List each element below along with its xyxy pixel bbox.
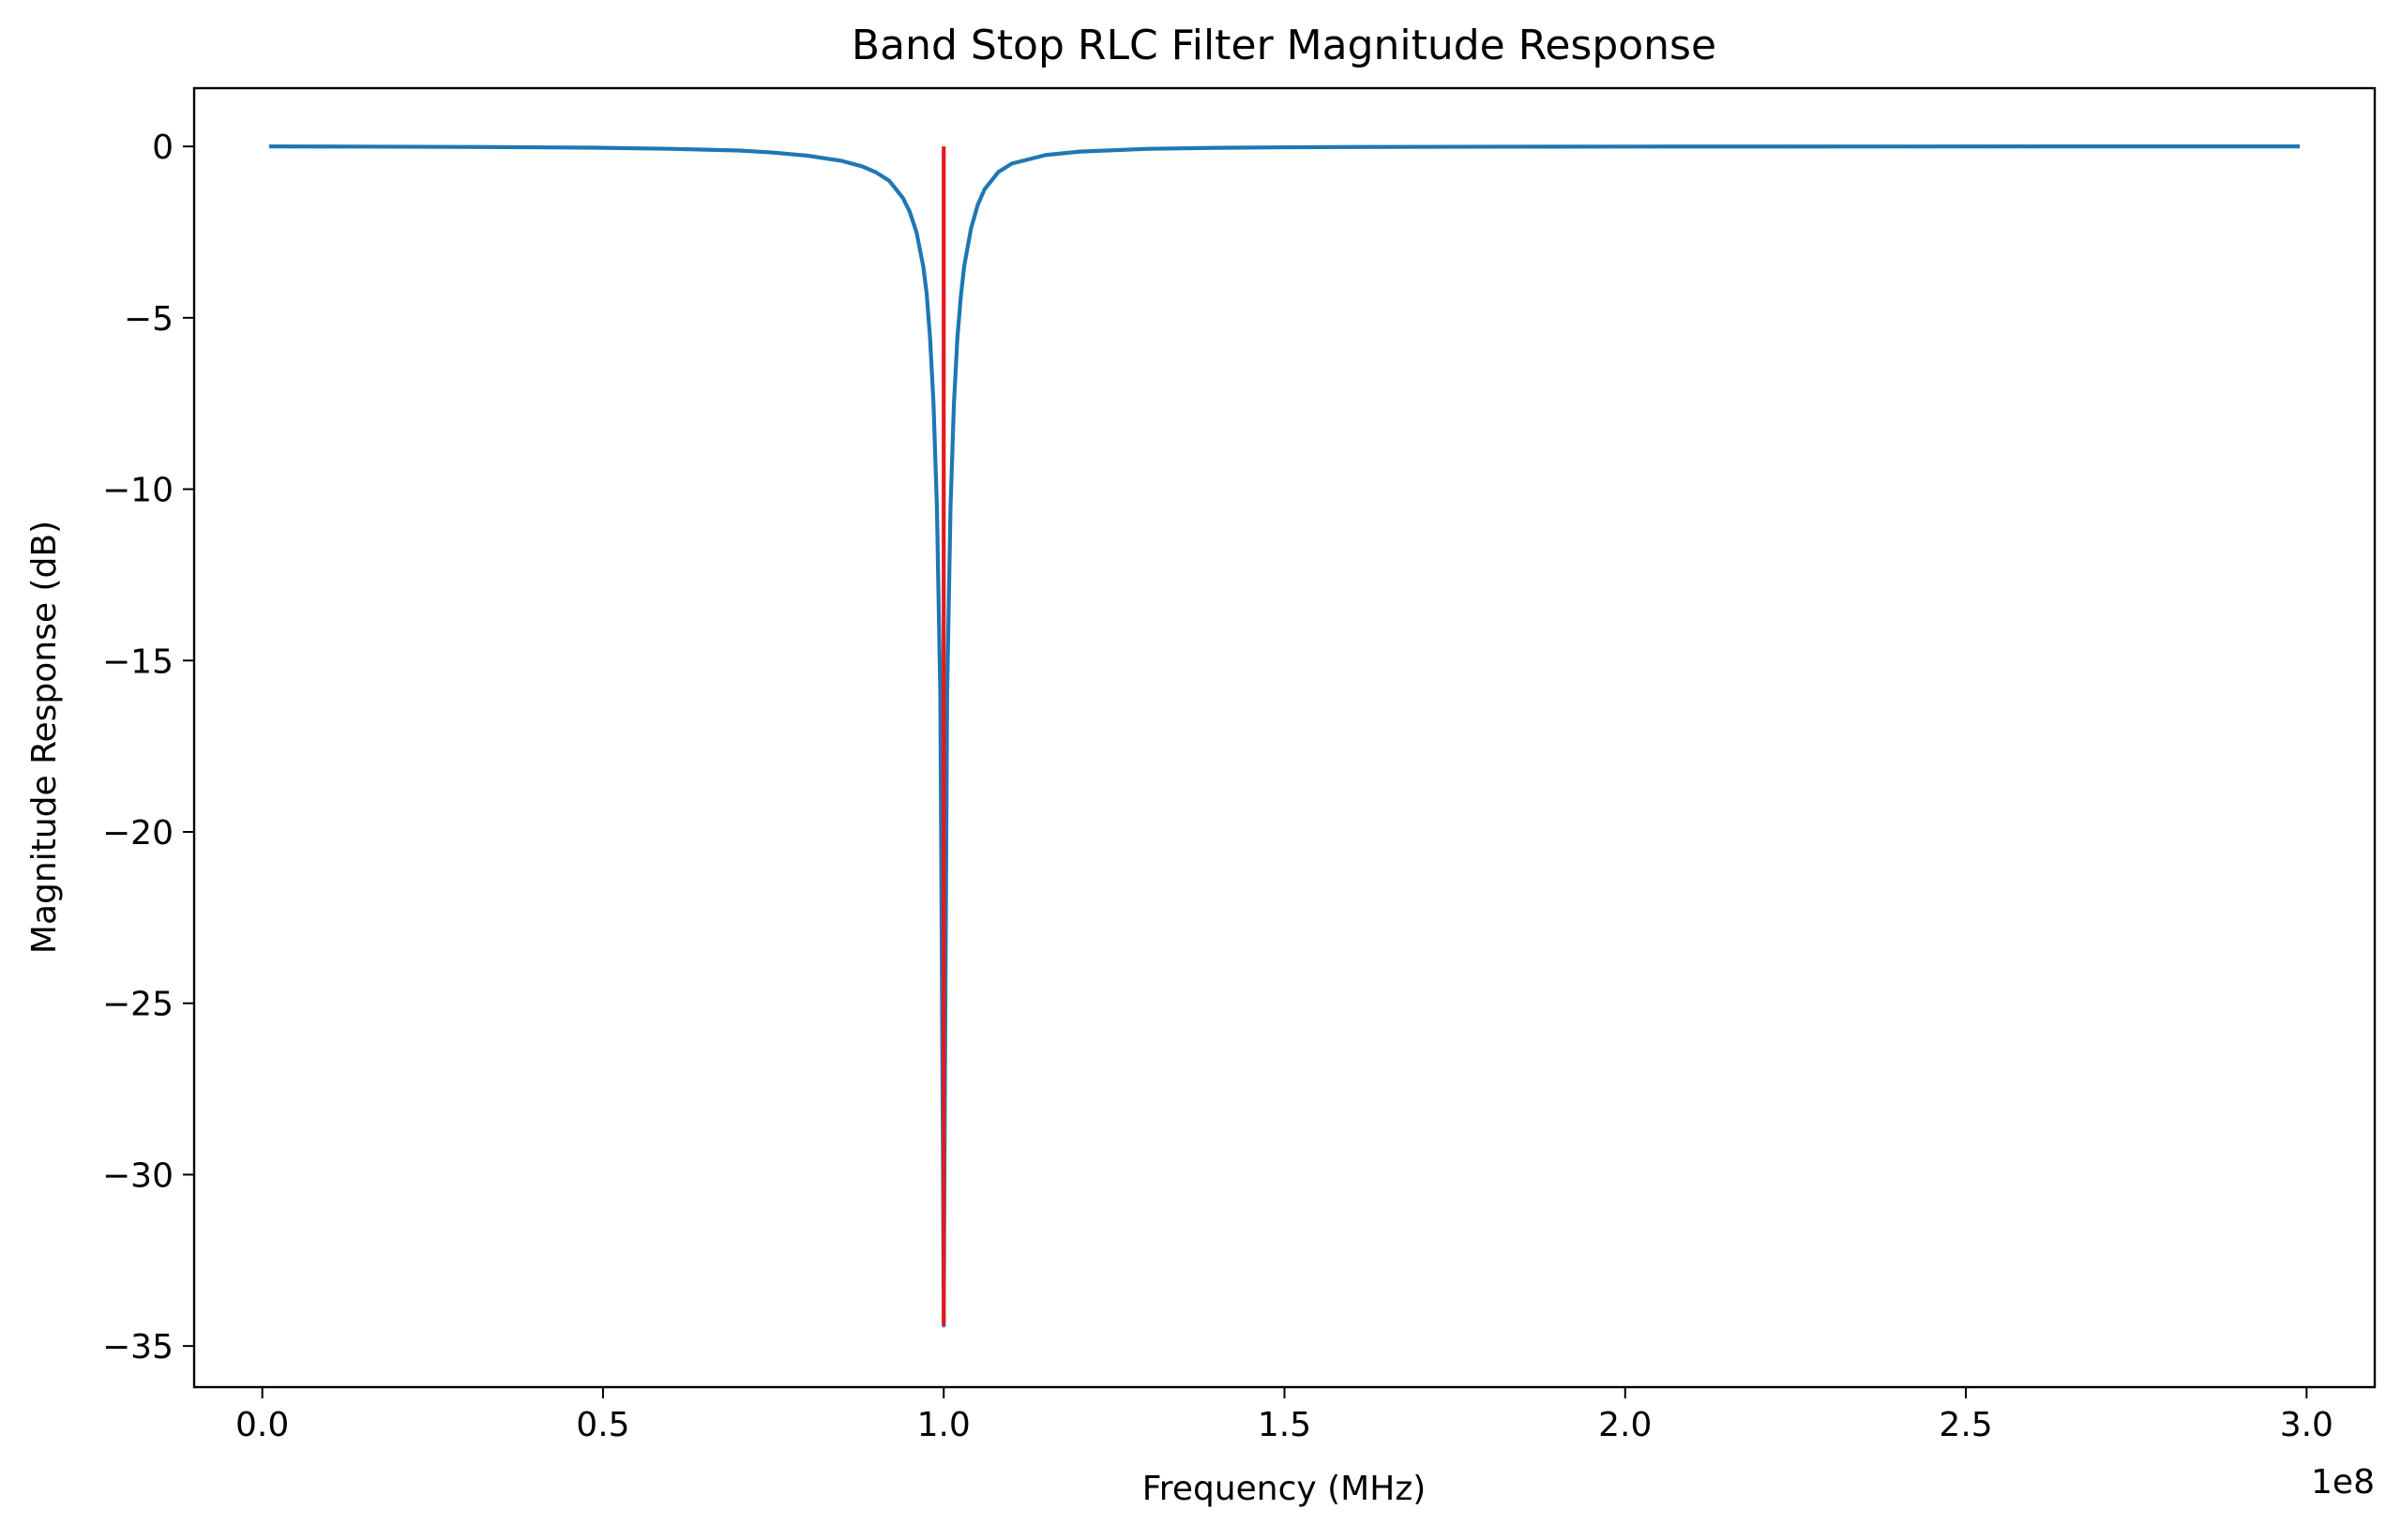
y-tick-label: 0 <box>152 128 174 167</box>
x-tick-label: 2.0 <box>1598 1406 1652 1444</box>
y-tick-label: −25 <box>102 986 174 1024</box>
data-layer <box>268 144 2301 1328</box>
x-tick-label: 2.5 <box>1939 1406 1992 1444</box>
chart-title: Band Stop RLC Filter Magnitude Response <box>852 22 1716 69</box>
y-tick-label: −30 <box>102 1156 174 1195</box>
y-tick-label: −20 <box>102 814 174 853</box>
y-tick-label: −15 <box>102 642 174 681</box>
y-tick-label: −10 <box>102 472 174 510</box>
x-tick-label: 0.5 <box>576 1406 629 1444</box>
plot-area: 0.0 0.5 1.0 1.5 2.0 2.5 3.0 0 −5 −10 −15 −20 −25 −30… <box>102 86 2377 1444</box>
y-tick-label: −35 <box>102 1328 174 1366</box>
y-axis: 0 −5 −10 −15 −20 −25 −30 −35 <box>102 128 194 1366</box>
y-axis-label: Magnitude Response (dB) <box>25 521 64 954</box>
x-axis-label: Frequency (MHz) <box>1142 1470 1427 1508</box>
x-axis: 0.0 0.5 1.0 1.5 2.0 2.5 3.0 <box>235 1387 2333 1444</box>
x-tick-label: 0.0 <box>235 1406 289 1444</box>
x-tick-label: 1.5 <box>1258 1406 1311 1444</box>
x-tick-label: 3.0 <box>2280 1406 2333 1444</box>
x-tick-label: 1.0 <box>917 1406 971 1444</box>
x-axis-offset-text: 1e8 <box>2311 1463 2375 1502</box>
y-tick-label: −5 <box>124 300 174 339</box>
